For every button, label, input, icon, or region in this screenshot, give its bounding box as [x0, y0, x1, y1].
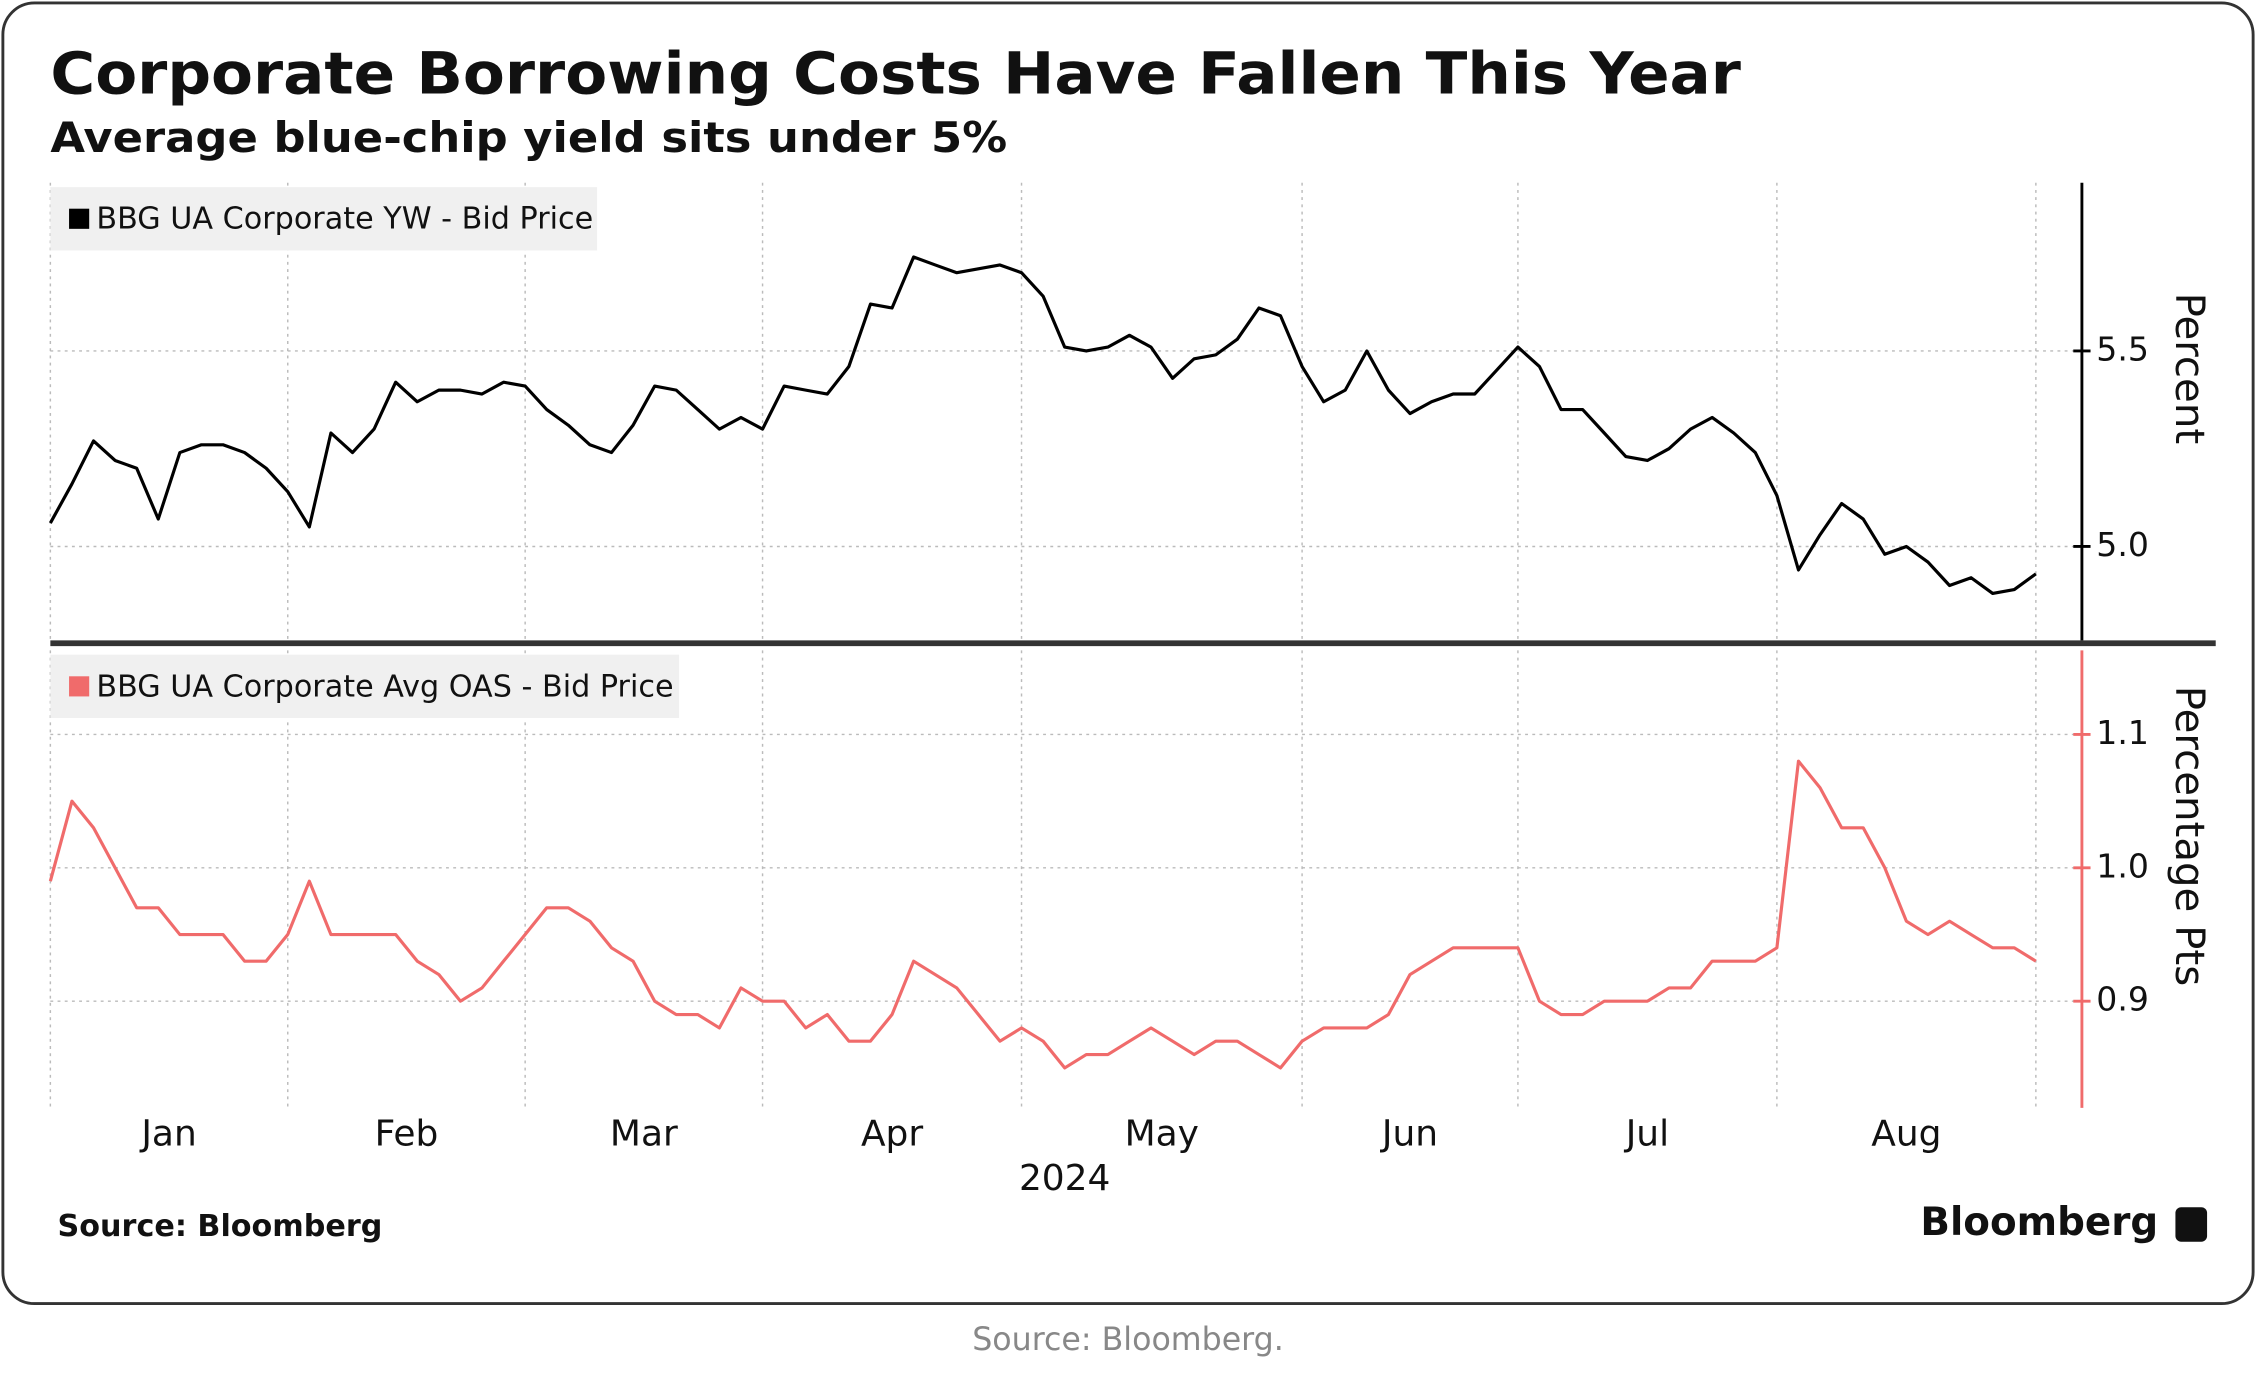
y-tick-label: 1.0 — [2096, 846, 2149, 885]
x-axis-label: 2024 — [1019, 1158, 1111, 1199]
caption: Source: Bloomberg. — [972, 1322, 1284, 1358]
y-tick-label: 0.9 — [2096, 980, 2149, 1019]
legend-swatch — [69, 208, 90, 229]
x-tick-label: Jul — [1624, 1113, 1669, 1154]
x-tick-label: Aug — [1871, 1113, 1941, 1154]
y-tick-label: 5.0 — [2096, 525, 2149, 564]
x-tick-label: Jan — [139, 1113, 196, 1154]
chart-title: Corporate Borrowing Costs Have Fallen Th… — [50, 40, 1741, 107]
x-tick-label: May — [1125, 1113, 1199, 1154]
x-tick-label: Mar — [610, 1113, 678, 1154]
chart-subtitle: Average blue-chip yield sits under 5% — [50, 113, 1007, 162]
y-axis-label: Percentage Pts — [2166, 686, 2212, 986]
legend-box — [50, 187, 598, 251]
series-line — [48, 255, 2037, 596]
brand-icon — [2175, 1207, 2208, 1242]
card — [1, 1, 2255, 1306]
legend-label: BBG UA Corporate Avg OAS - Bid Price — [96, 669, 673, 704]
y-axis-label: Percent — [2166, 293, 2212, 445]
legend-swatch — [69, 676, 90, 697]
series-line — [48, 759, 2037, 1070]
y-tick-label: 5.5 — [2096, 329, 2149, 368]
x-tick-label: Feb — [375, 1113, 439, 1154]
legend-box — [50, 654, 680, 719]
x-tick-label: Apr — [861, 1113, 923, 1154]
x-tick-label: Jun — [1380, 1113, 1438, 1154]
legend-label: BBG UA Corporate YW - Bid Price — [96, 202, 593, 237]
source: Source: Bloomberg — [58, 1209, 383, 1244]
brand: Bloomberg — [1920, 1200, 2158, 1245]
y-tick-label: 1.1 — [2096, 713, 2149, 752]
